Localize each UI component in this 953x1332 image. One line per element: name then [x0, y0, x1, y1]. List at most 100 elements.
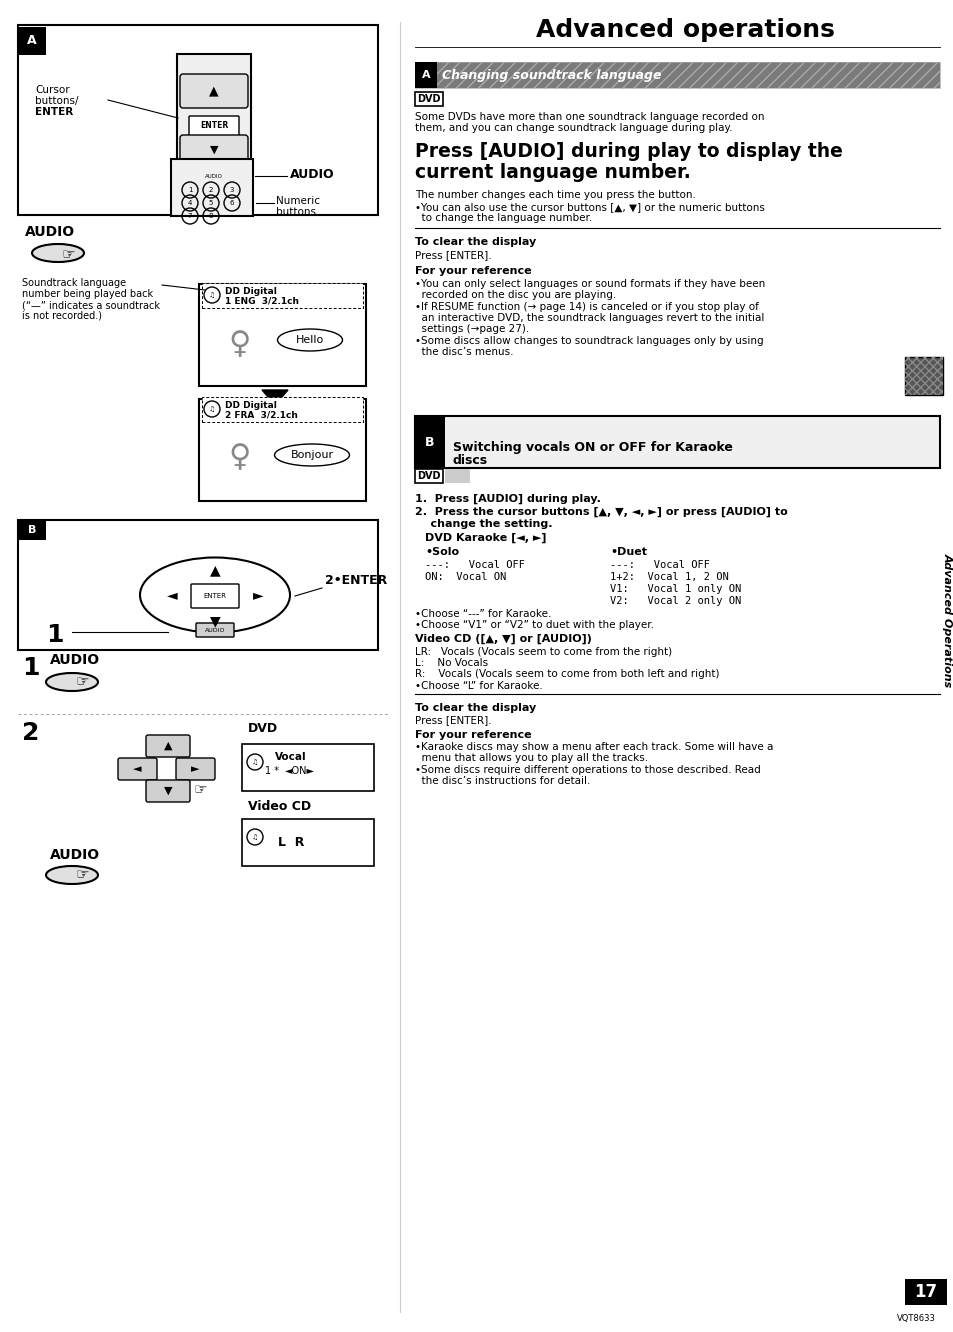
Text: discs: discs [453, 454, 488, 468]
Text: To clear the display: To clear the display [415, 703, 536, 713]
FancyBboxPatch shape [171, 159, 253, 216]
Text: Switching vocals ON or OFF for Karaoke: Switching vocals ON or OFF for Karaoke [453, 441, 732, 454]
Text: •Karaoke discs may show a menu after each track. Some will have a: •Karaoke discs may show a menu after eac… [415, 742, 773, 753]
Text: current language number.: current language number. [415, 163, 690, 182]
Text: 4: 4 [188, 200, 192, 206]
Text: ▼: ▼ [210, 145, 218, 155]
Text: L  R: L R [277, 835, 304, 848]
Text: •Solo: •Solo [424, 547, 458, 557]
Text: ☞: ☞ [75, 674, 89, 690]
Text: ENTER: ENTER [200, 121, 228, 131]
Text: AUDIO: AUDIO [205, 627, 225, 633]
Ellipse shape [274, 444, 349, 466]
Text: •You can only select languages or sound formats if they have been: •You can only select languages or sound … [415, 278, 764, 289]
Text: 2: 2 [209, 186, 213, 193]
Text: ☞: ☞ [75, 867, 89, 883]
Text: DVD: DVD [248, 722, 278, 734]
FancyBboxPatch shape [199, 284, 366, 386]
Text: 2•ENTER: 2•ENTER [325, 574, 387, 587]
Text: •If RESUME function (→ page 14) is canceled or if you stop play of: •If RESUME function (→ page 14) is cance… [415, 302, 758, 312]
FancyBboxPatch shape [189, 116, 239, 136]
Text: 8: 8 [209, 213, 213, 218]
Text: 1: 1 [22, 655, 39, 681]
FancyBboxPatch shape [202, 397, 363, 422]
Ellipse shape [140, 558, 290, 633]
Text: ▲: ▲ [164, 741, 172, 751]
Text: L:    No Vocals: L: No Vocals [415, 658, 488, 669]
Text: buttons: buttons [275, 206, 315, 217]
Ellipse shape [277, 329, 342, 352]
Text: For your reference: For your reference [415, 730, 531, 741]
Text: A: A [421, 71, 430, 80]
Bar [415, 63, 939, 88]
FancyBboxPatch shape [180, 135, 248, 166]
Bar [904, 357, 942, 396]
Text: ◄ON►: ◄ON► [285, 766, 314, 777]
Text: DD Digital: DD Digital [225, 286, 276, 296]
Text: For your reference: For your reference [415, 266, 531, 276]
Text: 1: 1 [46, 623, 64, 647]
FancyBboxPatch shape [415, 92, 442, 107]
Text: ENTER: ENTER [203, 593, 226, 599]
Text: buttons/: buttons/ [35, 96, 78, 107]
Text: •Some discs allow changes to soundtrack languages only by using: •Some discs allow changes to soundtrack … [415, 336, 762, 346]
Bar [18, 519, 46, 539]
Bar [904, 357, 942, 396]
Text: DVD: DVD [416, 472, 440, 481]
Text: them, and you can change soundtrack language during play.: them, and you can change soundtrack lang… [415, 123, 732, 133]
Text: VQT8633: VQT8633 [896, 1313, 935, 1323]
Bar [415, 63, 436, 88]
Text: the disc’s instructions for detail.: the disc’s instructions for detail. [415, 777, 590, 786]
Text: ▼: ▼ [210, 614, 220, 627]
Bar [444, 469, 470, 484]
Bar [18, 27, 46, 55]
Text: Video CD: Video CD [248, 799, 311, 813]
Text: •You can also use the cursor buttons [▲, ▼] or the numeric buttons: •You can also use the cursor buttons [▲,… [415, 202, 764, 212]
Text: settings (→page 27).: settings (→page 27). [415, 324, 529, 334]
FancyBboxPatch shape [195, 170, 232, 182]
Text: ►: ► [191, 765, 199, 774]
Text: Press [ENTER].: Press [ENTER]. [415, 715, 491, 725]
Text: ▲: ▲ [210, 563, 220, 577]
Text: V2:   Vocal 2 only ON: V2: Vocal 2 only ON [609, 595, 740, 606]
Polygon shape [262, 390, 288, 405]
Text: Vocal: Vocal [274, 753, 306, 762]
Text: recorded on the disc you are playing.: recorded on the disc you are playing. [415, 290, 616, 300]
Text: is not recorded.): is not recorded.) [22, 310, 102, 321]
Text: •Choose “V1” or “V2” to duet with the player.: •Choose “V1” or “V2” to duet with the pl… [415, 619, 654, 630]
Text: ◄: ◄ [132, 765, 141, 774]
FancyBboxPatch shape [118, 758, 157, 781]
Text: Changing soundtrack language: Changing soundtrack language [441, 68, 660, 81]
Text: B: B [425, 436, 435, 449]
Text: ♀: ♀ [229, 330, 251, 360]
Text: •Duet: •Duet [609, 547, 646, 557]
FancyBboxPatch shape [415, 469, 442, 484]
FancyBboxPatch shape [146, 781, 190, 802]
Text: Press [AUDIO] during play to display the: Press [AUDIO] during play to display the [415, 143, 842, 161]
Bar [18, 519, 377, 650]
Text: B: B [28, 525, 36, 535]
Ellipse shape [46, 866, 98, 884]
Text: Advanced Operations: Advanced Operations [942, 553, 952, 687]
Text: ---:   Vocal OFF: ---: Vocal OFF [424, 559, 524, 570]
Text: ♫: ♫ [252, 759, 258, 765]
Text: 5: 5 [209, 200, 213, 206]
Text: 17: 17 [914, 1283, 937, 1301]
Text: Advanced operations: Advanced operations [535, 19, 834, 43]
Bar [415, 416, 444, 468]
FancyBboxPatch shape [202, 282, 363, 308]
Text: DVD: DVD [416, 95, 440, 104]
FancyBboxPatch shape [180, 75, 248, 108]
Ellipse shape [46, 673, 98, 691]
Text: 7: 7 [188, 213, 193, 218]
Text: ♫: ♫ [252, 834, 258, 840]
Text: Hello: Hello [295, 336, 324, 345]
Text: To clear the display: To clear the display [415, 237, 536, 246]
FancyBboxPatch shape [146, 735, 190, 757]
Text: to change the language number.: to change the language number. [415, 213, 592, 222]
Text: ON:  Vocal ON: ON: Vocal ON [424, 571, 506, 582]
Text: ♫: ♫ [209, 292, 214, 298]
Text: 2.  Press the cursor buttons [▲, ▼, ◄, ►] or press [AUDIO] to: 2. Press the cursor buttons [▲, ▼, ◄, ►]… [415, 507, 787, 517]
Text: •Some discs require different operations to those described. Read: •Some discs require different operations… [415, 765, 760, 775]
FancyBboxPatch shape [242, 819, 374, 866]
